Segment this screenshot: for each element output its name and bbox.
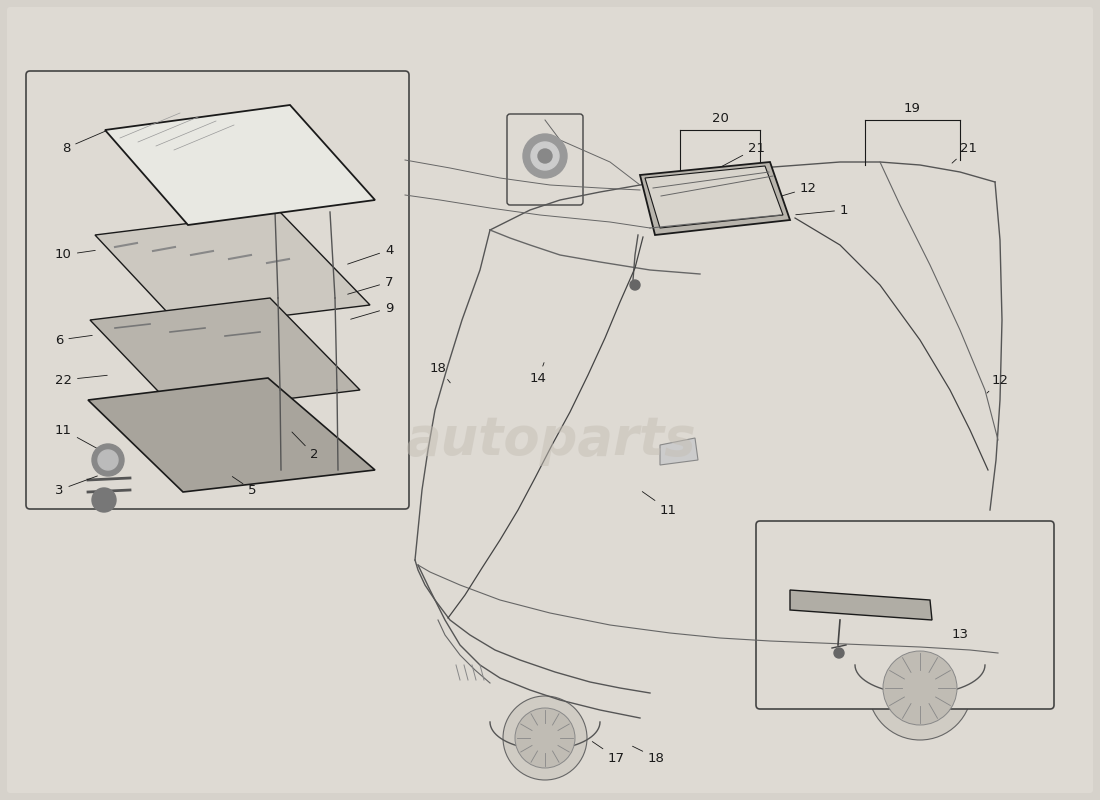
Circle shape (538, 149, 552, 163)
Circle shape (883, 651, 957, 725)
Text: 20: 20 (712, 111, 728, 125)
Circle shape (868, 636, 972, 740)
Text: 19: 19 (903, 102, 921, 114)
Text: 9: 9 (351, 302, 394, 319)
Circle shape (515, 708, 575, 768)
Circle shape (98, 450, 118, 470)
Text: 12: 12 (771, 182, 817, 199)
Circle shape (630, 280, 640, 290)
Polygon shape (104, 105, 375, 225)
Text: 10: 10 (55, 249, 96, 262)
Text: 11: 11 (642, 491, 676, 517)
FancyBboxPatch shape (756, 521, 1054, 709)
Polygon shape (95, 212, 370, 328)
Text: 14: 14 (530, 362, 547, 385)
Text: 3: 3 (55, 476, 98, 497)
Text: 18: 18 (632, 746, 664, 765)
Text: 17: 17 (592, 742, 625, 765)
Circle shape (522, 134, 566, 178)
Polygon shape (90, 298, 360, 412)
FancyBboxPatch shape (507, 114, 583, 205)
Text: autoparts: autoparts (405, 414, 695, 466)
Text: 6: 6 (55, 334, 92, 346)
Text: 18: 18 (430, 362, 450, 383)
Polygon shape (640, 162, 790, 235)
Text: 11: 11 (55, 423, 98, 449)
Text: 1: 1 (795, 203, 848, 217)
Polygon shape (790, 590, 932, 620)
Text: 12: 12 (987, 374, 1009, 393)
Text: 21: 21 (952, 142, 977, 163)
Polygon shape (88, 378, 375, 492)
Circle shape (531, 142, 559, 170)
Text: 2: 2 (292, 432, 319, 462)
FancyBboxPatch shape (7, 7, 1093, 793)
Polygon shape (660, 438, 698, 465)
Text: 22: 22 (55, 374, 107, 386)
Text: 8: 8 (62, 131, 106, 154)
Text: 21: 21 (703, 142, 764, 177)
Text: 5: 5 (232, 477, 256, 497)
Circle shape (503, 696, 587, 780)
Circle shape (834, 648, 844, 658)
FancyBboxPatch shape (26, 71, 409, 509)
Circle shape (92, 488, 116, 512)
Text: 4: 4 (348, 243, 394, 264)
Text: 7: 7 (348, 275, 394, 294)
Circle shape (92, 444, 124, 476)
Polygon shape (645, 166, 783, 228)
Text: 13: 13 (952, 629, 968, 642)
